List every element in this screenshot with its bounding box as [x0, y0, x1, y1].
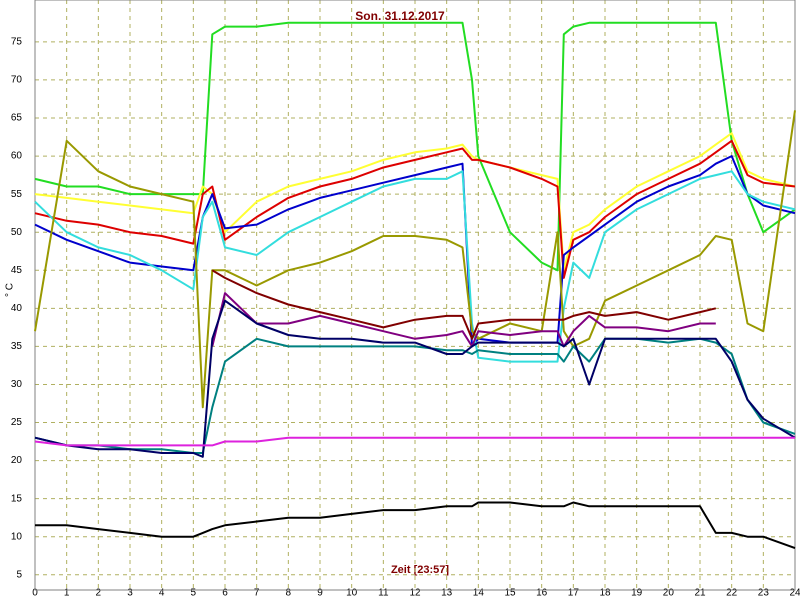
x-tick-label: 1 — [64, 588, 70, 599]
series-line — [34, 436, 795, 447]
x-tick-label: 2 — [96, 588, 102, 599]
x-axis-label: Zeit [23:57] — [391, 564, 449, 576]
y-tick-label: 65 — [11, 113, 23, 124]
y-tick-label: 75 — [11, 37, 23, 48]
y-tick-label: 15 — [11, 493, 23, 504]
x-tick-label: 20 — [663, 588, 675, 599]
y-axis-label: ° C — [5, 283, 16, 297]
y-tick-label: 35 — [11, 341, 23, 352]
y-tick-label: 10 — [11, 531, 23, 542]
y-tick-label: 30 — [11, 379, 23, 390]
y-tick-label: 40 — [11, 303, 23, 314]
y-tick-label: 60 — [11, 151, 23, 162]
series-line — [34, 132, 796, 272]
x-tick-label: 3 — [127, 588, 133, 599]
series-line — [34, 21, 796, 272]
x-tick-label: 11 — [378, 588, 389, 599]
series-line — [34, 110, 796, 409]
series-line — [34, 139, 796, 279]
y-tick-label: 45 — [11, 265, 23, 276]
x-tick-label: 13 — [441, 588, 453, 599]
x-tick-label: 22 — [726, 588, 738, 599]
x-tick-label: 9 — [317, 588, 323, 599]
y-tick-label: 25 — [11, 417, 23, 428]
x-tick-label: 23 — [758, 588, 770, 599]
y-tick-label: 50 — [11, 227, 23, 238]
plot-border — [34, 0, 796, 591]
x-tick-label: 10 — [346, 588, 358, 599]
series-line — [211, 292, 716, 348]
x-tick-label: 4 — [159, 588, 165, 599]
x-tick-label: 15 — [504, 588, 516, 599]
y-tick-label: 55 — [11, 189, 23, 200]
x-tick-label: 6 — [222, 588, 228, 599]
series-line — [211, 269, 717, 340]
series-line — [34, 299, 796, 458]
y-tick-label: 20 — [11, 455, 23, 466]
x-tick-label: 5 — [191, 588, 197, 599]
x-tick-label: 19 — [631, 588, 643, 599]
x-tick-label: 16 — [536, 588, 548, 599]
series-line — [35, 501, 796, 550]
x-tick-label: 24 — [789, 588, 800, 599]
x-tick-label: 8 — [286, 588, 292, 599]
series-line — [34, 170, 796, 363]
x-tick-label: 18 — [599, 588, 611, 599]
x-tick-label: 12 — [409, 588, 421, 599]
x-tick-label: 14 — [473, 588, 485, 599]
x-tick-label: 0 — [32, 588, 38, 599]
y-tick-label: 5 — [16, 569, 22, 580]
x-tick-label: 17 — [568, 588, 580, 599]
x-tick-label: 7 — [254, 588, 260, 599]
series-line — [34, 337, 796, 454]
y-tick-label: 70 — [11, 75, 23, 86]
chart-title: Son. 31.12.2017 — [355, 9, 445, 23]
x-tick-label: 21 — [694, 588, 706, 599]
